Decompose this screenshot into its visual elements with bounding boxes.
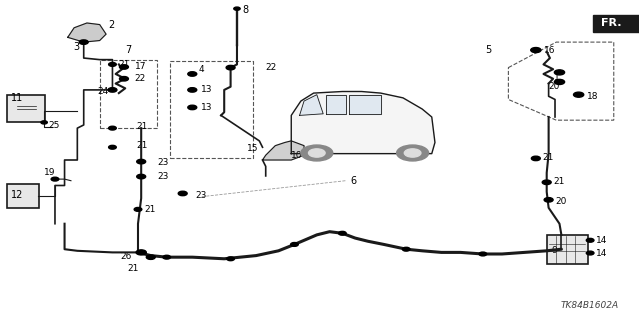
Polygon shape	[68, 23, 106, 42]
Text: 23: 23	[157, 172, 168, 181]
Text: 21: 21	[145, 205, 156, 214]
Text: 23: 23	[157, 158, 168, 167]
Polygon shape	[326, 95, 346, 114]
Polygon shape	[300, 95, 323, 116]
Bar	[100, 60, 157, 128]
Circle shape	[188, 72, 196, 76]
Text: 18: 18	[587, 92, 598, 101]
Circle shape	[531, 48, 541, 52]
Text: 21: 21	[553, 177, 564, 186]
Circle shape	[147, 255, 156, 260]
Text: 19: 19	[44, 168, 55, 177]
Circle shape	[134, 207, 142, 211]
Text: 6: 6	[351, 176, 356, 186]
Circle shape	[479, 252, 486, 256]
Circle shape	[108, 88, 117, 92]
Bar	[547, 235, 588, 264]
Text: TK84B1602A: TK84B1602A	[561, 301, 619, 310]
Bar	[7, 95, 45, 122]
Circle shape	[586, 251, 594, 255]
Circle shape	[227, 257, 234, 261]
Circle shape	[403, 247, 410, 251]
FancyBboxPatch shape	[593, 15, 640, 32]
Circle shape	[308, 149, 325, 157]
Text: FR.: FR.	[601, 18, 621, 28]
Circle shape	[136, 250, 147, 255]
Circle shape	[573, 92, 584, 97]
Text: 25: 25	[49, 121, 60, 131]
Circle shape	[554, 70, 564, 75]
Circle shape	[554, 79, 564, 84]
Circle shape	[234, 7, 240, 10]
Circle shape	[586, 238, 594, 242]
Text: 22: 22	[266, 63, 277, 72]
Circle shape	[109, 62, 116, 66]
Text: 21: 21	[137, 141, 148, 150]
Circle shape	[531, 156, 540, 161]
Polygon shape	[291, 92, 435, 154]
Text: 23: 23	[195, 190, 207, 200]
Text: 21: 21	[127, 264, 138, 274]
Text: 16: 16	[543, 45, 555, 55]
Text: 3: 3	[73, 42, 79, 52]
Text: 21: 21	[542, 153, 554, 162]
Circle shape	[291, 243, 298, 246]
Text: 26: 26	[121, 252, 132, 261]
Circle shape	[397, 145, 429, 161]
Text: 9: 9	[551, 246, 557, 255]
Text: 4: 4	[198, 65, 204, 74]
Text: 21: 21	[137, 122, 148, 131]
Circle shape	[178, 191, 187, 196]
Circle shape	[188, 105, 196, 110]
Text: 24: 24	[98, 87, 109, 96]
Circle shape	[542, 180, 551, 185]
Text: 1: 1	[554, 73, 559, 82]
Text: 17: 17	[135, 62, 147, 71]
Circle shape	[137, 174, 146, 179]
Circle shape	[109, 145, 116, 149]
Circle shape	[188, 88, 196, 92]
Text: 7: 7	[125, 45, 131, 55]
Text: 22: 22	[135, 74, 146, 83]
Circle shape	[120, 65, 129, 69]
Text: 13: 13	[201, 85, 212, 94]
Bar	[170, 61, 253, 158]
Circle shape	[109, 126, 116, 130]
Circle shape	[51, 177, 59, 181]
Text: 20: 20	[548, 82, 559, 91]
Circle shape	[404, 149, 421, 157]
Bar	[7, 184, 39, 208]
Text: 2: 2	[108, 20, 114, 29]
Text: 11: 11	[11, 93, 23, 103]
Circle shape	[301, 145, 333, 161]
Text: 15: 15	[246, 144, 258, 153]
Text: 13: 13	[201, 103, 212, 112]
Text: 14: 14	[596, 236, 607, 245]
Circle shape	[544, 197, 553, 202]
Circle shape	[120, 76, 129, 81]
Polygon shape	[349, 95, 381, 114]
Circle shape	[226, 65, 235, 70]
Polygon shape	[262, 141, 304, 160]
Text: 5: 5	[484, 45, 491, 55]
Circle shape	[79, 40, 88, 44]
Text: 12: 12	[11, 190, 23, 200]
Circle shape	[41, 121, 47, 124]
Circle shape	[163, 255, 171, 259]
Text: 21: 21	[119, 60, 130, 69]
Circle shape	[137, 159, 146, 164]
Text: 8: 8	[242, 5, 248, 15]
Text: 10: 10	[291, 151, 303, 160]
Text: 14: 14	[596, 249, 607, 258]
Text: 20: 20	[555, 197, 566, 206]
Circle shape	[339, 231, 346, 235]
